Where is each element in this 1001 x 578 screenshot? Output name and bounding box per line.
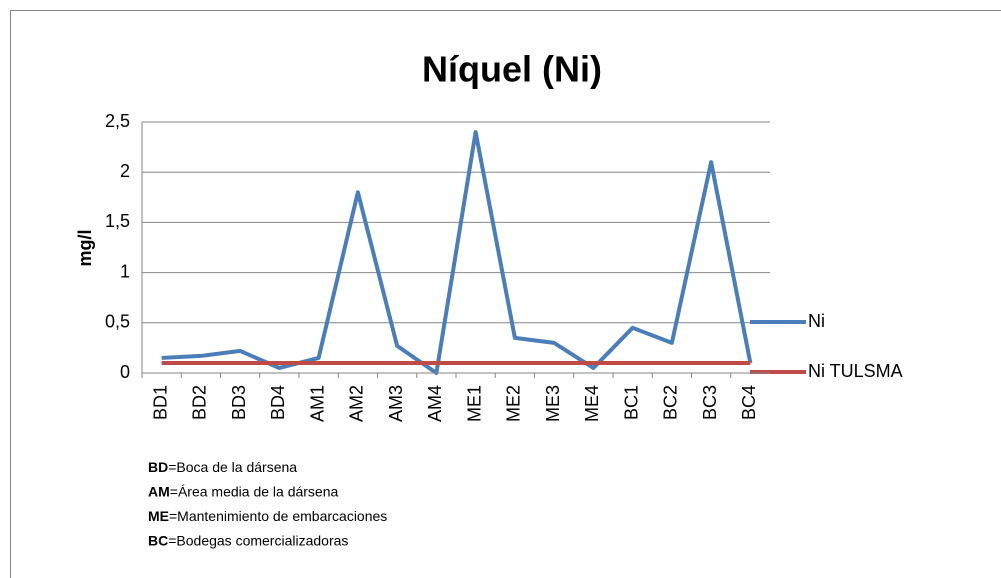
y-tick-label: 0,5 [105,312,130,332]
y-tick-label: 0 [120,362,130,382]
x-tick-label: ME3 [543,385,563,422]
x-tick-label: AM3 [386,385,406,422]
note: ME=Mantenimiento de embarcaciones [148,508,387,524]
x-tick-label: ME1 [464,385,484,422]
chart-border [10,10,1001,578]
x-tick-label: ME2 [504,385,524,422]
note-text: =Bodegas comercializadoras [168,532,348,548]
x-tick-label: BD3 [229,385,249,420]
x-tick-label: BD4 [268,385,288,420]
x-tick-label: BC3 [700,385,720,420]
legend-label: Ni [808,311,825,331]
legend-label: Ni TULSMA [808,361,903,381]
x-tick-label: AM4 [425,385,445,422]
note-text: =Mantenimiento de embarcaciones [169,508,387,524]
y-tick-label: 2,5 [105,111,130,131]
note: AM=Área media de la dársena [148,483,338,499]
x-tick-label: AM2 [347,385,367,422]
y-tick-label: 1 [120,261,130,281]
x-tick-label: BC4 [739,385,759,420]
y-axis-label: mg/l [75,229,95,266]
chart-title: Níquel (Ni) [422,49,602,90]
note-abbr: AM [148,483,170,499]
note: BC=Bodegas comercializadoras [148,532,348,548]
note-text: =Área media de la dársena [170,483,339,499]
note-abbr: BD [148,459,168,475]
y-tick-label: 2 [120,161,130,181]
note-abbr: BC [148,532,168,548]
note-text: =Boca de la dársena [168,459,297,475]
x-tick-label: BC1 [621,385,641,420]
series-line [161,130,753,375]
note-abbr: ME [148,508,169,524]
note: BD=Boca de la dársena [148,459,297,475]
x-tick-label: BC2 [661,385,681,420]
x-tick-label: AM1 [307,385,327,422]
y-tick-label: 1,5 [105,211,130,231]
x-tick-label: BD2 [190,385,210,420]
x-tick-label: BD1 [150,385,170,420]
x-tick-label: ME4 [582,385,602,422]
